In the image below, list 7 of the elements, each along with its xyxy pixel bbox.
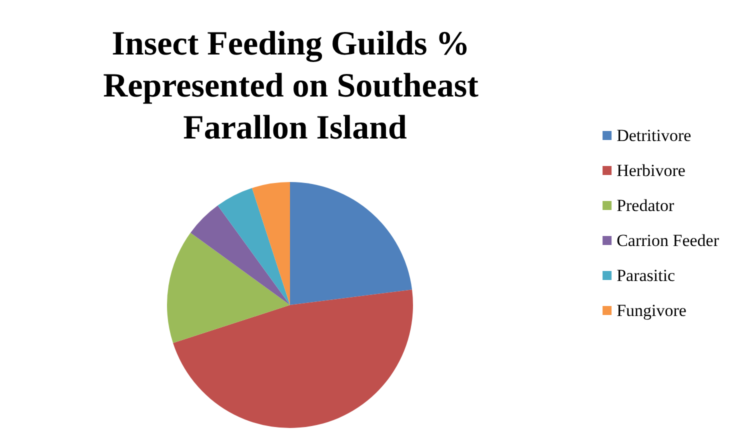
legend-label: Detritivore <box>616 126 692 145</box>
legend-label: Parasitic <box>616 266 676 285</box>
legend-label: Fungivore <box>616 301 686 320</box>
chart-title: Insect Feeding Guilds % Represented on Southeast Farallon Island <box>103 26 487 146</box>
legend-label: Carrion Feeder <box>616 231 720 250</box>
legend-label: Herbivore <box>616 161 686 180</box>
legend-label: Predator <box>616 196 674 215</box>
